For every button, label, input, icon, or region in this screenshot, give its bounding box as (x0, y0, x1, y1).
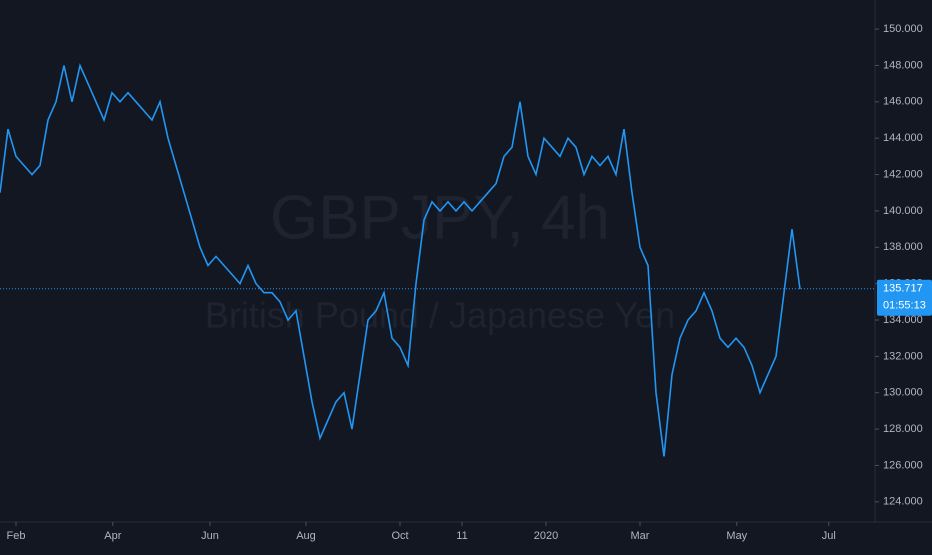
x-tick-label: 2020 (534, 530, 558, 542)
x-tick-label: May (726, 530, 747, 542)
y-tick-label: 142.000 (883, 168, 923, 180)
countdown-label: 01:55:13 (883, 300, 926, 312)
y-tick-label: 150.000 (883, 23, 923, 35)
x-tick-label: Jun (201, 530, 219, 542)
watermark-title: GBPJPY, 4h (270, 183, 610, 252)
y-tick-label: 134.000 (883, 314, 923, 326)
y-tick-label: 124.000 (883, 496, 923, 508)
y-tick-label: 128.000 (883, 423, 923, 435)
y-tick-label: 140.000 (883, 205, 923, 217)
x-tick-label: 11 (456, 530, 467, 542)
x-tick-label: Aug (296, 530, 316, 542)
x-tick-label: Apr (104, 530, 121, 542)
x-tick-label: Feb (7, 530, 26, 542)
y-tick-label: 130.000 (883, 387, 923, 399)
y-tick-label: 132.000 (883, 350, 923, 362)
price-line (0, 62, 801, 457)
y-tick-label: 146.000 (883, 96, 923, 108)
watermark-subtitle: British Pound / Japanese Yen (205, 295, 675, 336)
y-tick-label: 138.000 (883, 241, 923, 253)
last-price-label: 135.717 (883, 283, 923, 295)
y-tick-label: 126.000 (883, 459, 923, 471)
y-tick-label: 144.000 (883, 132, 923, 144)
x-tick-label: Oct (391, 530, 408, 542)
y-tick-label: 148.000 (883, 59, 923, 71)
x-tick-label: Mar (631, 530, 650, 542)
last-price-box (877, 279, 932, 316)
x-tick-label: Jul (822, 530, 836, 542)
